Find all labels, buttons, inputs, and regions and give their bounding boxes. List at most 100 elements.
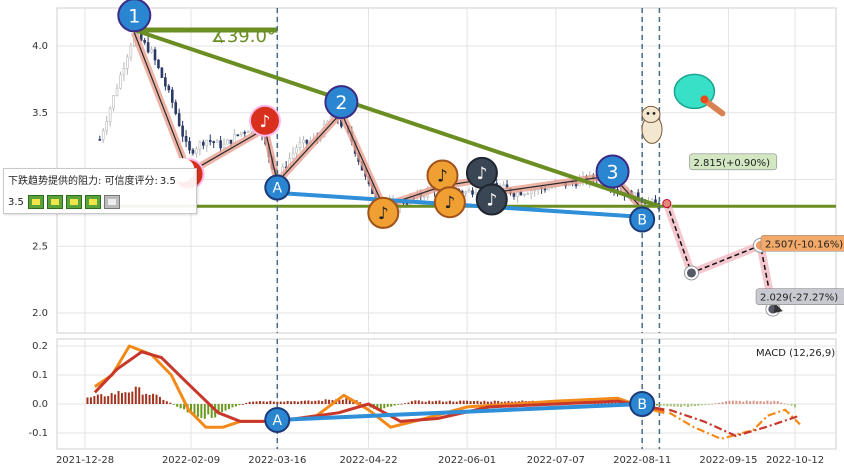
macd-bar <box>407 402 410 404</box>
annotation-layer: ∡39.0° 2.815(+0.90%) 2.507(-10.16%) 2.029(-… <box>211 26 844 305</box>
candle-body <box>98 139 102 141</box>
macd-bar <box>721 402 724 404</box>
x-tick-label: 2022-03-16 <box>248 455 306 466</box>
macd-bar <box>293 401 296 404</box>
candle-body <box>471 190 474 195</box>
macd-bar <box>290 401 293 404</box>
candle-body <box>526 193 530 196</box>
macd-bar <box>431 401 434 404</box>
macd-bar <box>341 399 344 404</box>
tooltip-score: 3.5 <box>159 176 176 187</box>
macd-bar <box>735 400 738 404</box>
macd-bar <box>245 402 248 404</box>
price-label-text: 2.815(+0.90%) <box>693 158 770 169</box>
macd-bar <box>486 401 489 404</box>
rating-star-icon <box>27 195 44 209</box>
projection-line <box>666 203 774 310</box>
x-tick-label: 2022-07-07 <box>527 455 585 466</box>
macd-bar <box>448 400 451 404</box>
x-tick-label: 2022-10-12 <box>766 455 824 466</box>
macd-bar <box>265 401 268 404</box>
candle-body <box>105 121 108 132</box>
macd-bar <box>776 401 779 404</box>
candle-body <box>422 196 426 198</box>
candle-body <box>523 193 526 196</box>
x-tick-label: 2022-08-11 <box>613 455 671 466</box>
candle-body <box>215 140 219 144</box>
candle-body <box>146 42 150 53</box>
macd-bar <box>224 404 227 411</box>
candle-body <box>129 45 133 58</box>
macd-bar <box>455 401 458 404</box>
wave-marker-label: B <box>637 213 647 229</box>
price-y-tick-label: 2.0 <box>32 308 48 319</box>
macd-bar <box>749 401 752 404</box>
macd-bar <box>234 404 237 407</box>
macd-bar <box>241 404 244 405</box>
tooltip-title: 下跌趋势提供的阻力: 可信度评分: 3.5 <box>8 172 176 187</box>
macd-bar <box>697 404 700 406</box>
macd-bar <box>255 401 258 404</box>
wave-marker <box>629 206 656 233</box>
macd-bar <box>217 404 220 412</box>
candle-body <box>160 67 164 78</box>
price-y-tick-label: 3.5 <box>32 108 48 119</box>
macd-bar <box>403 403 406 405</box>
candle-body <box>181 125 184 137</box>
macd-bar <box>794 404 796 408</box>
candle-body <box>170 89 174 103</box>
candle-body <box>198 141 202 150</box>
macd-bar <box>269 400 272 404</box>
rating-star-icon <box>65 195 82 209</box>
macd-bar <box>490 401 493 404</box>
macd-bar <box>483 400 486 404</box>
rating-stars <box>27 195 123 209</box>
macd-bar <box>738 400 741 404</box>
macd-bar <box>669 404 672 407</box>
macd-bar <box>441 401 444 404</box>
macd-bar <box>700 404 703 406</box>
macd-bar <box>238 404 241 406</box>
macd-bar <box>466 400 469 404</box>
macd-title: MACD (12,26,9) <box>756 348 835 359</box>
macd-bar <box>324 399 327 404</box>
candle-body <box>101 130 105 140</box>
macd-bar <box>134 386 137 404</box>
macd-y-tick-label: -0.1 <box>28 428 48 439</box>
ping-pong-ball <box>700 95 709 104</box>
price-y-tick-label: 4.0 <box>32 41 48 52</box>
macd-bar <box>145 393 148 404</box>
x-tick-label: 2022-09-15 <box>699 455 757 466</box>
macd-bar <box>666 404 669 407</box>
macd-bar <box>127 392 130 404</box>
candle-body <box>112 95 115 109</box>
macd-bar <box>297 401 299 404</box>
macd-bar <box>131 391 134 404</box>
candle-body <box>246 131 250 133</box>
macd-bar <box>718 402 721 404</box>
dog-eye <box>646 112 650 115</box>
macd-bar <box>452 401 455 404</box>
macd-bar <box>279 401 282 404</box>
candle-body <box>543 188 547 191</box>
macd-bar <box>203 404 206 419</box>
macd-bar <box>286 400 289 404</box>
macd-bar <box>117 391 120 404</box>
candle-body <box>153 49 157 61</box>
macd-bar <box>790 404 793 406</box>
macd-y-tick-label: 0.0 <box>32 399 48 410</box>
macd-bar <box>724 401 727 404</box>
macd-bar <box>766 400 769 404</box>
projection-start <box>662 199 672 209</box>
macd-bar <box>759 401 762 404</box>
rating-star-icon <box>84 195 101 209</box>
macd-bar <box>769 401 772 404</box>
macd-bar <box>172 404 175 405</box>
candle-body <box>243 132 247 134</box>
macd-bar <box>124 392 127 404</box>
macd-bar <box>497 400 500 404</box>
music-note-icon: ♪ <box>260 112 271 132</box>
macd-bar <box>756 401 759 404</box>
macd-bar <box>200 404 203 418</box>
macd-bar <box>462 400 465 404</box>
